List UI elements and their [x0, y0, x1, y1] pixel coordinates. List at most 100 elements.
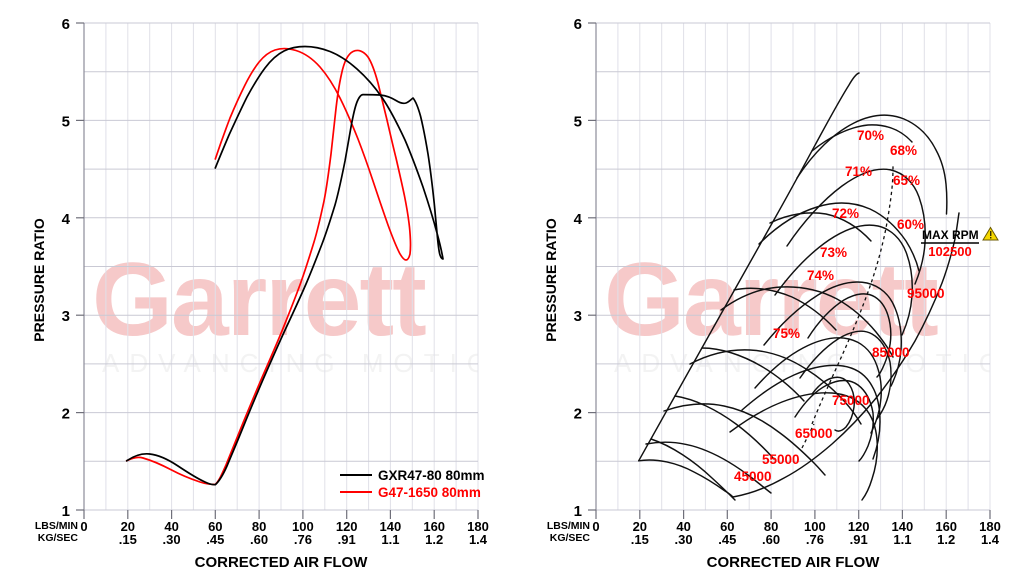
x-tick-kg-100: .76 — [294, 532, 312, 547]
x-tick-lbs-160-right: 160 — [935, 519, 957, 534]
speed-line-85000 — [720, 286, 894, 358]
axis-left — [76, 22, 479, 519]
left-chart-panel: Garrett ADVANCING MOTION — [31, 16, 512, 571]
x-tick-kg-20-right: .15 — [631, 532, 649, 547]
speed-line-95000 — [758, 202, 920, 272]
x-tick-kg-40: .30 — [163, 532, 181, 547]
unit-label-lbs-left: LBS/MIN — [35, 520, 78, 532]
y-tick-6-right: 6 — [574, 16, 582, 33]
speed-ray-1 — [650, 438, 736, 501]
optimum-efficiency-ridge-line — [811, 164, 894, 425]
y-tick-6: 6 — [62, 16, 70, 33]
right-chart-panel: Garrett ADVANCING MOTION — [512, 0, 1024, 576]
series-g47-1650-curve — [125, 47, 412, 486]
x-tick-lbs-0: 0 — [80, 519, 87, 534]
speed-line-45000 — [637, 459, 734, 498]
efficiency-labels: 70% 68% 71% 65% 72% 60% 73% 74% 75% — [773, 128, 924, 341]
optimum-efficiency-ridge-lower — [801, 423, 815, 449]
efficiency-contour-72 — [786, 168, 926, 285]
y-tick-3: 3 — [62, 308, 70, 325]
efficiency-label-73: 73% — [820, 245, 847, 260]
x-tick-kg-40-right: .30 — [675, 532, 693, 547]
warning-triangle-icon — [982, 226, 999, 241]
watermark-right: Garrett ADVANCING MOTION — [604, 242, 1024, 378]
efficiency-contour-71 — [774, 224, 913, 336]
axis-right — [588, 22, 991, 519]
x-tick-lbs-120: 120 — [336, 519, 358, 534]
max-rpm-value: 102500 — [928, 244, 971, 259]
x-tick-kg-140: 1.1 — [381, 532, 399, 547]
x-tick-lbs-180: 180 — [467, 519, 489, 534]
x-tick-kg-20: .15 — [119, 532, 137, 547]
speed-label-85000: 85000 — [872, 345, 910, 360]
x-tick-kg-160-right: 1.2 — [937, 532, 955, 547]
series-gxr47-80-curve — [125, 45, 444, 486]
speed-label-65000: 65000 — [795, 426, 833, 441]
x-tick-labels-right: 0 20 40 60 80 100 120 140 160 180 .15 .3… — [592, 519, 1000, 547]
max-rpm-label: MAX RPM — [922, 228, 979, 242]
x-axis-title-right: CORRECTED AIR FLOW — [707, 554, 881, 571]
efficiency-contour-68 — [754, 337, 882, 434]
y-axis-title-right: PRESSURE RATIO — [543, 218, 559, 342]
x-tick-kg-80: .60 — [250, 532, 268, 547]
speed-ray-5 — [769, 212, 872, 242]
speed-line-65000 — [663, 403, 826, 476]
left-chart-svg: Garrett ADVANCING MOTION — [31, 16, 512, 571]
compressor-map-lines — [637, 72, 960, 501]
x-tick-kg-180-right: 1.4 — [981, 532, 1000, 547]
speed-label-55000: 55000 — [762, 452, 800, 467]
y-tick-2: 2 — [62, 406, 70, 423]
x-tick-lbs-180-right: 180 — [979, 519, 1001, 534]
x-tick-lbs-140-right: 140 — [892, 519, 914, 534]
efficiency-label-72: 72% — [832, 206, 859, 221]
efficiency-contour-74 — [807, 293, 892, 378]
watermark-tagline-text-right: ADVANCING MOTION — [614, 348, 1024, 378]
x-tick-lbs-100-right: 100 — [804, 519, 826, 534]
x-tick-kg-100-right: .76 — [806, 532, 824, 547]
efficiency-contour-73 — [799, 330, 892, 420]
speed-ray-2 — [674, 395, 775, 460]
left-curves — [125, 45, 444, 486]
x-tick-lbs-20: 20 — [121, 519, 135, 534]
speed-label-95000: 95000 — [907, 286, 945, 301]
x-tick-lbs-20-right: 20 — [633, 519, 647, 534]
efficiency-contour-65 — [741, 364, 881, 460]
x-tick-lbs-40-right: 40 — [676, 519, 690, 534]
x-tick-lbs-40: 40 — [164, 519, 178, 534]
watermark-brand-text-right: Garrett — [604, 242, 938, 358]
x-tick-kg-120-right: .91 — [850, 532, 868, 547]
x-tick-kg-160: 1.2 — [425, 532, 443, 547]
x-tick-labels-left: 0 20 40 60 80 100 120 140 160 180 .15 .3… — [80, 519, 488, 547]
watermark-left: Garrett ADVANCING MOTION — [92, 242, 512, 378]
y-tick-4: 4 — [62, 211, 71, 228]
x-tick-lbs-120-right: 120 — [848, 519, 870, 534]
unit-label-lbs-right: LBS/MIN — [547, 520, 590, 532]
y-tick-labels-left: 6 5 4 3 2 1 — [62, 16, 71, 520]
x-tick-kg-80-right: .60 — [762, 532, 780, 547]
x-tick-lbs-80-right: 80 — [764, 519, 778, 534]
y-tick-3-right: 3 — [574, 308, 582, 325]
efficiency-contour-70 — [763, 281, 902, 387]
x-tick-lbs-100: 100 — [292, 519, 314, 534]
y-tick-1: 1 — [62, 503, 70, 520]
y-axis-title-left: PRESSURE RATIO — [31, 218, 47, 342]
x-tick-lbs-60-right: 60 — [720, 519, 734, 534]
efficiency-contour-75 — [794, 379, 874, 462]
y-tick-labels-right: 6 5 4 3 2 1 — [574, 16, 583, 520]
y-tick-5: 5 — [62, 113, 70, 130]
speed-label-45000: 45000 — [734, 469, 772, 484]
x-tick-kg-180: 1.4 — [469, 532, 488, 547]
x-tick-lbs-140: 140 — [380, 519, 402, 534]
x-tick-kg-140-right: 1.1 — [893, 532, 911, 547]
speed-line-102500 — [796, 114, 948, 215]
efficiency-label-71: 71% — [845, 164, 872, 179]
watermark-tagline-text: ADVANCING MOTION — [102, 348, 512, 378]
efficiency-label-60: 60% — [897, 217, 924, 232]
efficiency-label-75: 75% — [773, 326, 800, 341]
speed-ray-6 — [811, 124, 913, 152]
x-axis-title-left: CORRECTED AIR FLOW — [195, 554, 369, 571]
legend-label-gxr47-80: GXR47-80 80mm — [378, 468, 485, 483]
efficiency-label-74: 74% — [807, 268, 834, 283]
efficiency-contour-peak — [811, 376, 855, 432]
